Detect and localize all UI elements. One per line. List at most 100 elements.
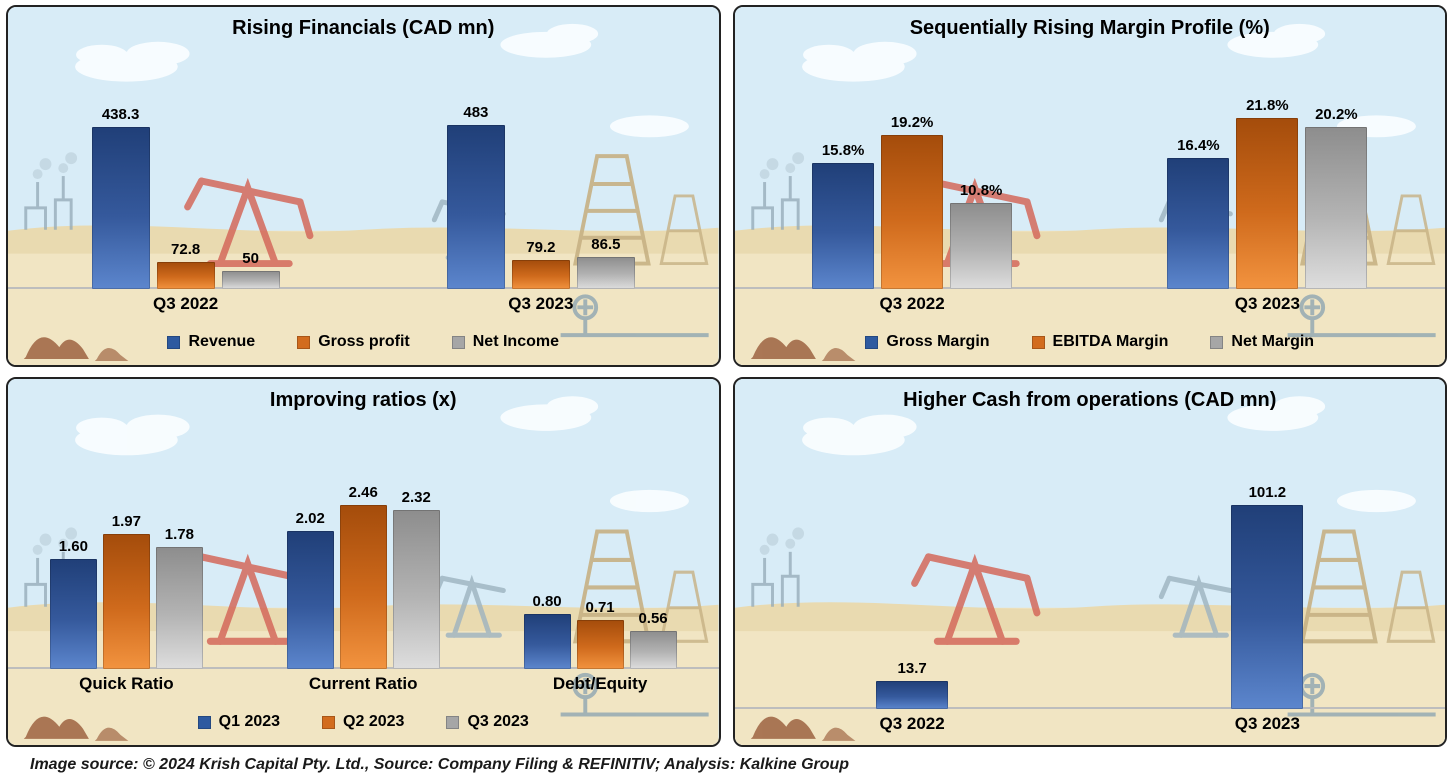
category-label: Q3 2022	[153, 294, 219, 313]
value-label: 0.71	[585, 599, 615, 617]
legend-item: Gross profit	[297, 333, 410, 351]
bar-cluster: 438.3 72.8 50	[91, 104, 280, 289]
plot-area: 13.7 Q3 2022 101.2 Q3 2023	[734, 412, 1446, 745]
legend-label: Q3 2023	[467, 713, 529, 730]
category-label: Q3 2022	[879, 294, 945, 313]
bar-gray	[1305, 127, 1368, 289]
bar-group: 13.7 Q3 2022	[876, 484, 949, 739]
bar-cluster: 101.2	[1231, 484, 1304, 709]
bar-column: 2.46	[339, 484, 387, 669]
bar-blue	[812, 162, 875, 289]
value-label: 1.97	[111, 513, 141, 531]
value-label: 72.8	[171, 241, 201, 259]
chart-title: Improving ratios (x)	[269, 389, 457, 411]
bar-column: 0.71	[576, 484, 624, 669]
bar-group: 483 79.2 86.5 Q3 2023	[446, 104, 635, 319]
bar-orange	[1236, 118, 1299, 289]
category-label: Debt/Equity	[552, 674, 648, 693]
bar-column: 2.32	[392, 484, 440, 669]
value-label: 2.46	[348, 484, 378, 501]
category-label: Q3 2022	[879, 714, 945, 733]
bar-gray	[629, 630, 677, 669]
bar-gray	[950, 202, 1013, 289]
bar-group: 438.3 72.8 50 Q3 2022	[91, 104, 280, 319]
bar-blue	[876, 680, 949, 709]
legend-label: EBITDA Margin	[1052, 333, 1169, 350]
bar-cluster: 16.4% 21.8% 20.2%	[1167, 97, 1368, 289]
legend: Q1 2023 Q2 2023 Q3 2023	[8, 705, 719, 739]
panel-content: Rising Financials (CAD mn) 438.3 72.8 50 Q3…	[8, 7, 719, 365]
bar-column: 1.78	[155, 484, 203, 669]
bar-groups: 15.8% 19.2% 10.8% Q3 2022 16.4% 21.8% 20.2% Q3 …	[735, 97, 1446, 319]
chart-title: Sequentially Rising Margin Profile (%)	[909, 17, 1270, 39]
bar-orange	[881, 135, 944, 289]
chart-title: Rising Financials (CAD mn)	[232, 17, 495, 39]
bar-group: 2.02 2.46 2.32 Current Ratio	[286, 484, 440, 699]
bar-column: 20.2%	[1305, 97, 1368, 289]
value-label: 0.80	[532, 593, 562, 611]
value-label: 10.8%	[959, 181, 1003, 199]
bar-groups: 1.60 1.97 1.78 Quick Ratio 2.02 2.46 2.32 Curre…	[8, 484, 719, 699]
legend-item: Q3 2023	[446, 713, 529, 731]
legend-item: Q2 2023	[322, 713, 404, 731]
value-label: 101.2	[1248, 484, 1287, 501]
x-axis-line	[8, 287, 719, 289]
legend-swatch-blue	[197, 715, 211, 729]
bar-column: 1.97	[102, 484, 150, 669]
legend-item: Gross Margin	[865, 333, 990, 351]
value-label: 16.4%	[1177, 136, 1220, 154]
bar-cluster: 2.02 2.46 2.32	[286, 484, 440, 669]
legend-swatch-blue	[167, 335, 181, 349]
bar-group: 1.60 1.97 1.78 Quick Ratio	[49, 484, 203, 699]
x-axis-line	[734, 707, 1445, 709]
legend-label: Q2 2023	[343, 713, 405, 730]
legend-item: Q1 2023	[197, 713, 281, 731]
bar-group: 0.80 0.71 0.56 Debt/Equity	[523, 484, 677, 699]
bar-column: 1.60	[49, 484, 97, 669]
value-label: 86.5	[591, 236, 621, 253]
bar-column: 16.4%	[1167, 97, 1230, 289]
chart-title: Higher Cash from operations (CAD mn)	[903, 389, 1277, 411]
value-label: 50	[242, 249, 259, 267]
bar-groups: 13.7 Q3 2022 101.2 Q3 2023	[735, 484, 1446, 739]
bar-cluster: 13.7	[876, 484, 949, 709]
bar-column: 72.8	[156, 104, 215, 289]
bar-orange	[156, 262, 215, 289]
bar-blue	[523, 614, 571, 669]
value-label: 438.3	[101, 105, 140, 123]
bar-column: 101.2	[1231, 484, 1304, 709]
bar-group: 15.8% 19.2% 10.8% Q3 2022	[812, 97, 1013, 319]
value-label: 15.8%	[821, 141, 865, 159]
value-label: 19.2%	[890, 114, 934, 132]
value-label: 1.78	[164, 526, 194, 544]
legend: Revenue Gross profit Net Income	[8, 325, 719, 359]
value-label: 0.56	[638, 609, 668, 627]
bar-cluster: 1.60 1.97 1.78	[49, 484, 203, 669]
category-label: Q3 2023	[1234, 294, 1300, 313]
legend-label: Q1 2023	[218, 713, 281, 730]
bar-blue	[49, 559, 97, 669]
legend-swatch-orange	[297, 335, 311, 349]
bar-blue	[1231, 505, 1304, 709]
bar-column: 2.02	[286, 484, 334, 669]
bar-column: 0.56	[629, 484, 677, 669]
plot-area: 15.8% 19.2% 10.8% Q3 2022 16.4% 21.8% 20.2% Q3 …	[734, 40, 1446, 325]
category-label: Quick Ratio	[79, 674, 174, 693]
value-label: 1.60	[58, 538, 88, 556]
bar-gray	[576, 257, 635, 289]
plot-area: 438.3 72.8 50 Q3 2022 483 79.2 86.5 Q3 2023	[8, 40, 719, 325]
value-label: 20.2%	[1315, 106, 1358, 124]
panel-improving-ratios: Improving ratios (x) 1.60 1.97 1.78 Quick R…	[6, 377, 721, 747]
bar-group: 101.2 Q3 2023	[1231, 484, 1304, 739]
bar-column: 19.2%	[881, 97, 944, 289]
bar-gray	[392, 510, 440, 669]
legend-swatch-gray	[1210, 335, 1224, 349]
bar-cluster: 15.8% 19.2% 10.8%	[812, 97, 1013, 289]
bar-gray	[155, 547, 203, 669]
panel-content: Improving ratios (x) 1.60 1.97 1.78 Quick R…	[8, 379, 719, 745]
panel-margin-profile: Sequentially Rising Margin Profile (%) 1…	[732, 5, 1447, 367]
bar-column: 15.8%	[812, 97, 875, 289]
value-label: 21.8%	[1246, 97, 1289, 114]
legend-label: Revenue	[188, 333, 256, 350]
category-label: Q3 2023	[508, 294, 574, 313]
